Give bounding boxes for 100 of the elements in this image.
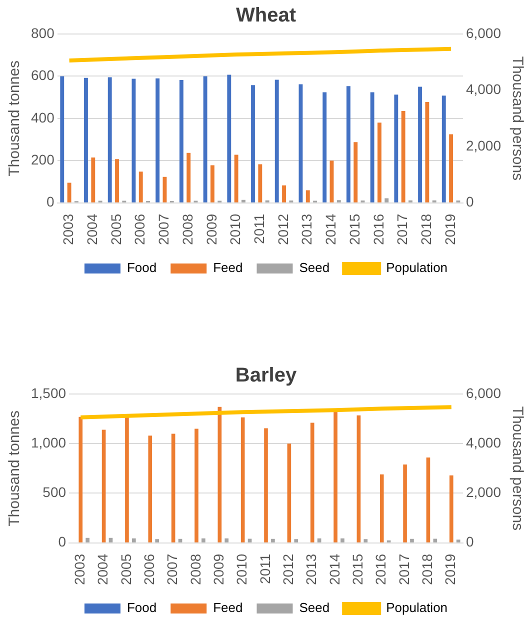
legend-label: Seed — [299, 260, 330, 276]
bar — [403, 464, 407, 542]
bar — [433, 538, 438, 542]
x-tick-label: 2010 — [234, 554, 250, 586]
bar — [91, 157, 96, 202]
bar — [340, 538, 344, 542]
legend-label: Population — [386, 600, 448, 616]
x-tick-label: 2007 — [164, 554, 180, 586]
bar — [108, 77, 112, 202]
bar — [449, 134, 454, 202]
bar — [356, 415, 361, 542]
x-tick-label: 2009 — [203, 214, 220, 246]
bar — [418, 86, 422, 202]
bar — [224, 538, 229, 542]
y-axis-title: Thousand tonnes — [6, 60, 24, 176]
legend-label: Feed — [213, 260, 243, 276]
y-tick-label: 1,000 — [30, 434, 66, 450]
bar — [78, 416, 83, 542]
bar — [354, 142, 358, 202]
x-tick-label: 2018 — [419, 554, 436, 586]
bar — [132, 78, 136, 202]
x-tick-label: 2017 — [394, 214, 410, 246]
x-tick-label: 2003 — [60, 214, 76, 246]
y2-tick-label: 6,000 — [466, 24, 502, 41]
y-tick-label: 1,500 — [30, 384, 66, 401]
x-tick-label: 2009 — [210, 554, 227, 586]
y2-tick-label: 2,000 — [466, 484, 502, 500]
bar — [108, 538, 113, 542]
legend-label: Food — [126, 600, 157, 616]
bar — [456, 540, 460, 542]
x-tick-label: 2003 — [71, 554, 88, 586]
legend-label: Seed — [299, 600, 330, 616]
y2-tick-label: 4,000 — [466, 81, 502, 98]
x-tick-label: 2006 — [140, 554, 157, 586]
bar — [179, 80, 184, 202]
x-tick-label: 2013 — [303, 554, 320, 586]
x-tick-label: 2011 — [251, 214, 268, 244]
bar — [346, 86, 350, 202]
bar — [86, 538, 90, 542]
y-tick-label: 0 — [46, 194, 55, 210]
y2-tick-label: 0 — [466, 194, 474, 210]
bar — [274, 80, 279, 202]
x-tick-label: 2015 — [350, 554, 366, 586]
bar — [115, 159, 119, 202]
legend-label: Feed — [213, 600, 243, 616]
bar — [251, 85, 255, 202]
x-tick-label: 2015 — [346, 214, 362, 246]
y-tick-label: 200 — [31, 152, 55, 168]
bar — [148, 436, 152, 542]
bar — [202, 538, 206, 542]
bar — [84, 78, 88, 202]
bar — [317, 538, 322, 542]
x-tick-label: 2014 — [326, 554, 342, 586]
bar — [394, 94, 398, 202]
bar — [310, 422, 314, 542]
x-tick-label: 2016 — [372, 554, 389, 586]
y2-tick-label: 4,000 — [466, 434, 502, 450]
y2-axis-title: Thousand persons — [508, 56, 526, 181]
y-axis-title: Thousand tonnes — [6, 410, 24, 526]
bar — [155, 539, 159, 542]
bar — [442, 96, 446, 202]
bar — [294, 539, 298, 542]
x-tick-label: 2012 — [274, 214, 291, 246]
bar — [102, 430, 106, 542]
bar — [426, 458, 430, 542]
bar — [227, 74, 232, 202]
y-tick-label: 0 — [58, 534, 66, 550]
bar — [282, 185, 286, 202]
x-tick-label: 2019 — [442, 554, 458, 586]
bar — [449, 475, 454, 542]
x-tick-label: 2018 — [418, 214, 434, 246]
bar — [384, 198, 389, 202]
bar — [241, 200, 246, 202]
x-tick-label: 2017 — [396, 554, 412, 586]
bar — [60, 76, 64, 202]
y2-tick-label: 0 — [466, 534, 474, 550]
bar — [364, 539, 368, 542]
x-tick-label: 2016 — [370, 214, 386, 246]
legend-label: Population — [386, 260, 448, 276]
bar — [425, 102, 430, 202]
bar — [380, 474, 384, 542]
chart-title: Wheat — [236, 4, 296, 27]
bar — [271, 538, 275, 542]
x-tick-label: 2006 — [132, 214, 148, 246]
x-tick-label: 2012 — [280, 554, 296, 586]
bar — [322, 92, 327, 202]
y-tick-label: 400 — [31, 109, 55, 126]
y-tick-label: 600 — [31, 67, 55, 84]
x-tick-label: 2008 — [187, 554, 204, 586]
y-tick-label: 500 — [42, 484, 66, 500]
legend-label: Food — [126, 260, 157, 276]
bar — [248, 538, 252, 542]
y2-axis-title: Thousand persons — [508, 406, 526, 531]
bar — [178, 538, 182, 542]
bar — [410, 538, 414, 542]
x-tick-label: 2004 — [94, 554, 111, 586]
bar — [203, 76, 208, 202]
x-tick-label: 2014 — [322, 214, 339, 246]
bar — [370, 92, 374, 202]
bar — [218, 406, 222, 542]
